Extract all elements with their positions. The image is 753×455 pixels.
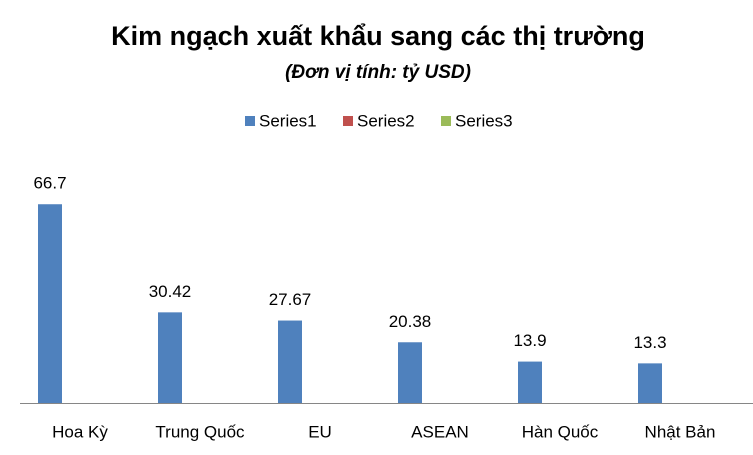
x-tick-label: Nhật Bản (645, 422, 716, 441)
x-tick-label: ASEAN (411, 422, 469, 441)
bar (158, 312, 182, 403)
x-tick-label: Hàn Quốc (522, 422, 599, 441)
bar (638, 363, 662, 403)
data-label: 30.42 (149, 282, 192, 301)
chart-title: Kim ngạch xuất khẩu sang các thị trường (111, 21, 645, 51)
data-label: 20.38 (389, 312, 432, 331)
data-label: 13.9 (513, 331, 546, 350)
bar (518, 361, 542, 403)
bar (38, 204, 62, 403)
x-tick-label: EU (308, 422, 332, 441)
chart-subtitle: (Đơn vị tính: tỷ USD) (285, 62, 471, 83)
legend-swatch (441, 116, 451, 126)
bar (398, 342, 422, 403)
legend-label: Series3 (455, 111, 513, 130)
data-label: 27.67 (269, 290, 312, 309)
legend-label: Series2 (357, 111, 415, 130)
x-tick-label: Hoa Kỳ (52, 422, 108, 441)
legend-label: Series1 (259, 111, 317, 130)
x-tick-label: Trung Quốc (155, 422, 245, 441)
data-label: 13.3 (633, 333, 666, 352)
legend-swatch (343, 116, 353, 126)
legend-swatch (245, 116, 255, 126)
bar (278, 320, 302, 403)
data-label: 66.7 (33, 174, 66, 193)
